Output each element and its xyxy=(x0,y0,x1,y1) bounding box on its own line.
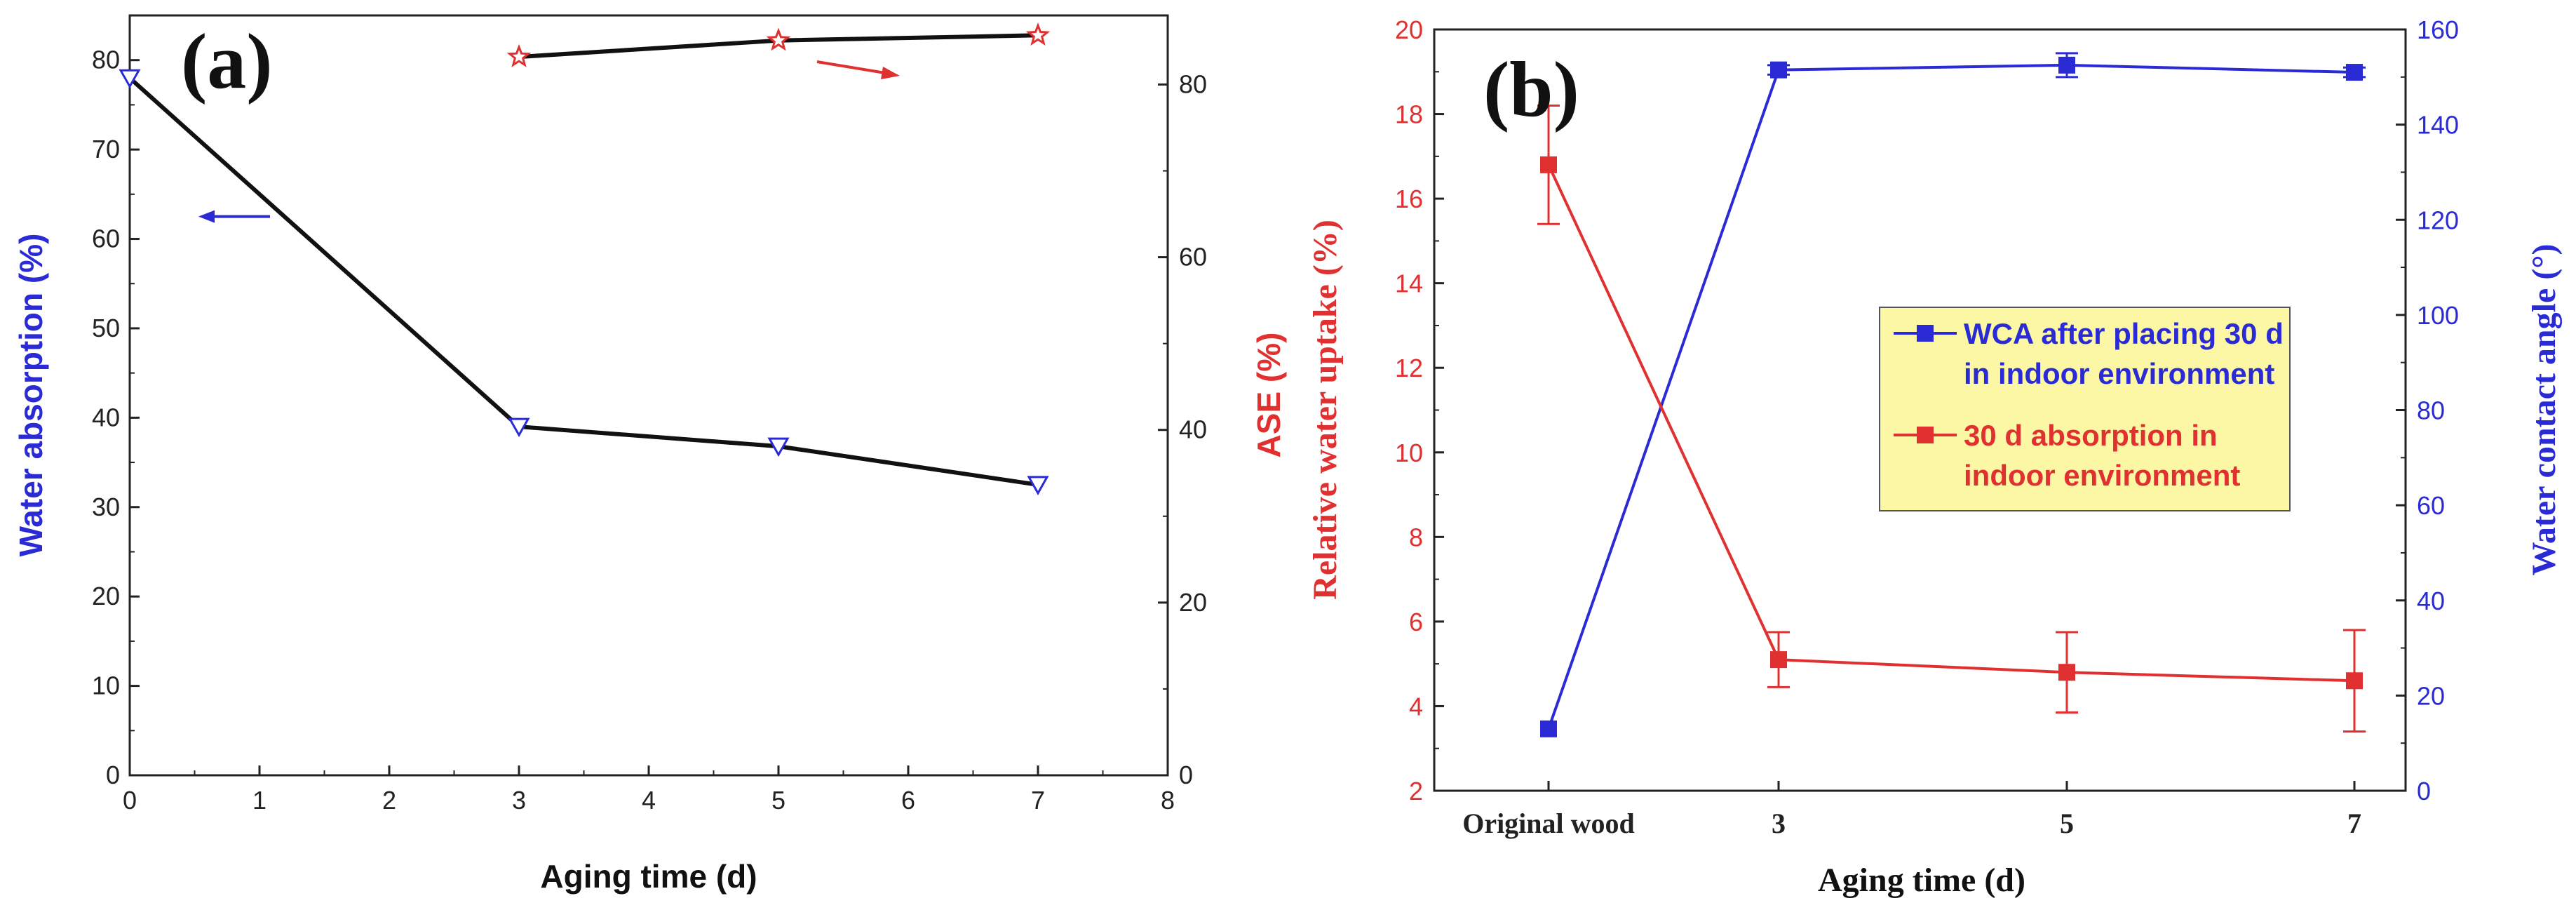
x-tick-label: 5 xyxy=(771,786,785,815)
water-absorption-line xyxy=(128,76,1039,487)
x-tick-label: 8 xyxy=(1161,786,1175,815)
x-tick-label: 2 xyxy=(382,786,396,815)
legend-absorption-line2: indoor environment xyxy=(1964,459,2240,492)
panel-b-right-axis-label: Water contact angle (°) xyxy=(2526,244,2563,576)
left-tick-label: 60 xyxy=(92,225,120,253)
panel-a-left-ticks: 0 10 20 30 40 50 60 70 80 xyxy=(92,15,140,789)
panel-b-left-axis-label: Relative water uptake (%) xyxy=(1307,220,1344,600)
right-tick-label: 0 xyxy=(2417,777,2431,805)
right-tick-label: 80 xyxy=(2417,396,2445,425)
legend-box xyxy=(1879,307,2291,511)
panel-b-label: (b) xyxy=(1483,46,1579,133)
panel-a-right-axis-label: ASE (%) xyxy=(1250,333,1287,458)
red-arrowhead xyxy=(881,67,900,79)
x-tick-label: Original wood xyxy=(1462,808,1635,839)
left-tick-label: 50 xyxy=(92,314,120,342)
right-tick-label: 100 xyxy=(2417,301,2459,330)
legend-swatch-wca-marker xyxy=(1917,325,1934,342)
absorption-point xyxy=(2346,672,2363,690)
panel-a-right-ticks: 0 20 40 60 80 xyxy=(1158,69,1207,789)
wca-point xyxy=(1770,61,1787,79)
x-tick-label: 7 xyxy=(1031,786,1045,815)
panel-a-x-ticks: 0 1 2 3 4 5 6 7 8 xyxy=(123,765,1175,815)
right-tick-label: 120 xyxy=(2417,206,2459,234)
absorption-point xyxy=(1770,651,1787,669)
x-tick-label: 5 xyxy=(2060,808,2074,839)
wca-point xyxy=(2058,56,2075,74)
panel-b-legend: WCA after placing 30 d in indoor environ… xyxy=(1879,307,2291,511)
x-tick-label: 7 xyxy=(2347,808,2361,839)
x-tick-label: 3 xyxy=(512,786,526,815)
right-tick-label: 40 xyxy=(1179,415,1207,444)
x-tick-label: 1 xyxy=(252,786,267,815)
left-tick-label: 20 xyxy=(92,582,120,610)
panel-a: 0 1 2 3 4 5 6 7 8 0 10 20 30 40 50 60 70 80 0 20 40 60 80 (a… xyxy=(13,14,1287,895)
right-tick-label: 80 xyxy=(1179,69,1207,98)
x-tick-label: 0 xyxy=(123,786,137,815)
left-tick-label: 10 xyxy=(1395,439,1423,467)
panel-b-left-ticks: 2 4 6 8 10 12 14 16 18 20 xyxy=(1395,15,1444,805)
right-tick-label: 160 xyxy=(2417,15,2459,44)
right-tick-label: 60 xyxy=(1179,243,1207,272)
legend-wca-line1: WCA after placing 30 d xyxy=(1964,317,2284,350)
panel-a-x-axis-label: Aging time (d) xyxy=(540,858,757,895)
wca-line xyxy=(1547,63,2355,730)
left-tick-label: 10 xyxy=(92,671,120,700)
x-tick-label: 6 xyxy=(901,786,915,815)
wca-point xyxy=(1540,720,1557,737)
left-tick-label: 2 xyxy=(1409,777,1423,805)
left-tick-label: 12 xyxy=(1395,354,1423,382)
panel-b-series xyxy=(1537,52,2366,737)
ase-point xyxy=(1025,22,1051,46)
ase-point xyxy=(766,27,791,51)
water-absorption-point xyxy=(119,69,141,89)
panel-a-series xyxy=(119,22,1051,495)
water-absorption-point xyxy=(767,437,790,457)
legend-wca-line2: in indoor environment xyxy=(1964,357,2274,390)
wca-point xyxy=(2346,64,2363,81)
left-tick-label: 70 xyxy=(92,135,120,163)
panel-b: Original wood 3 5 7 2 4 6 8 10 12 14 16 18 20 0 20 40 6… xyxy=(1307,15,2563,899)
panel-b-x-axis-label: Aging time (d) xyxy=(1818,862,2025,899)
ase-point xyxy=(506,44,532,67)
absorption-line xyxy=(1547,164,2355,683)
x-tick-label: 3 xyxy=(1772,808,1786,839)
left-tick-label: 40 xyxy=(92,403,120,431)
panel-a-arrows xyxy=(198,60,900,223)
left-tick-label: 80 xyxy=(92,46,120,74)
panel-b-x-ticks: Original wood 3 5 7 xyxy=(1462,781,2361,839)
legend-absorption-line1: 30 d absorption in xyxy=(1964,419,2218,452)
x-tick-label: 4 xyxy=(642,786,656,815)
panel-a-left-axis-label: Water absorption (%) xyxy=(13,234,49,557)
right-tick-label: 60 xyxy=(2417,491,2445,520)
blue-arrowhead xyxy=(198,210,215,223)
left-tick-label: 0 xyxy=(106,761,120,789)
left-tick-label: 18 xyxy=(1395,100,1423,129)
legend-swatch-absorption-marker xyxy=(1917,427,1934,443)
left-tick-label: 14 xyxy=(1395,269,1423,298)
right-tick-label: 140 xyxy=(2417,111,2459,140)
red-arrow-shaft xyxy=(816,60,886,74)
water-absorption-point xyxy=(508,417,530,438)
water-absorption-point xyxy=(1027,476,1049,495)
right-tick-label: 40 xyxy=(2417,587,2445,615)
panel-a-plot-frame xyxy=(128,14,1169,777)
absorption-point xyxy=(1540,156,1557,173)
right-tick-label: 0 xyxy=(1179,761,1193,789)
left-tick-label: 20 xyxy=(1395,15,1423,44)
left-tick-label: 16 xyxy=(1395,185,1423,213)
panel-a-label: (a) xyxy=(181,18,273,105)
left-tick-label: 4 xyxy=(1409,692,1423,721)
left-tick-label: 8 xyxy=(1409,523,1423,551)
right-tick-label: 20 xyxy=(1179,588,1207,617)
panel-b-right-ticks: 0 20 40 60 80 100 120 140 160 xyxy=(2396,15,2459,805)
right-tick-label: 20 xyxy=(2417,681,2445,710)
left-tick-label: 6 xyxy=(1409,608,1423,636)
absorption-point xyxy=(2058,664,2075,681)
left-tick-label: 30 xyxy=(92,493,120,521)
